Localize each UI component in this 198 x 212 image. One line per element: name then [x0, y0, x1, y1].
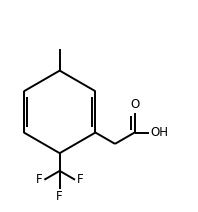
Text: F: F — [77, 173, 83, 186]
Text: O: O — [130, 98, 139, 111]
Text: F: F — [56, 190, 63, 203]
Text: F: F — [36, 173, 43, 186]
Text: OH: OH — [150, 126, 168, 139]
